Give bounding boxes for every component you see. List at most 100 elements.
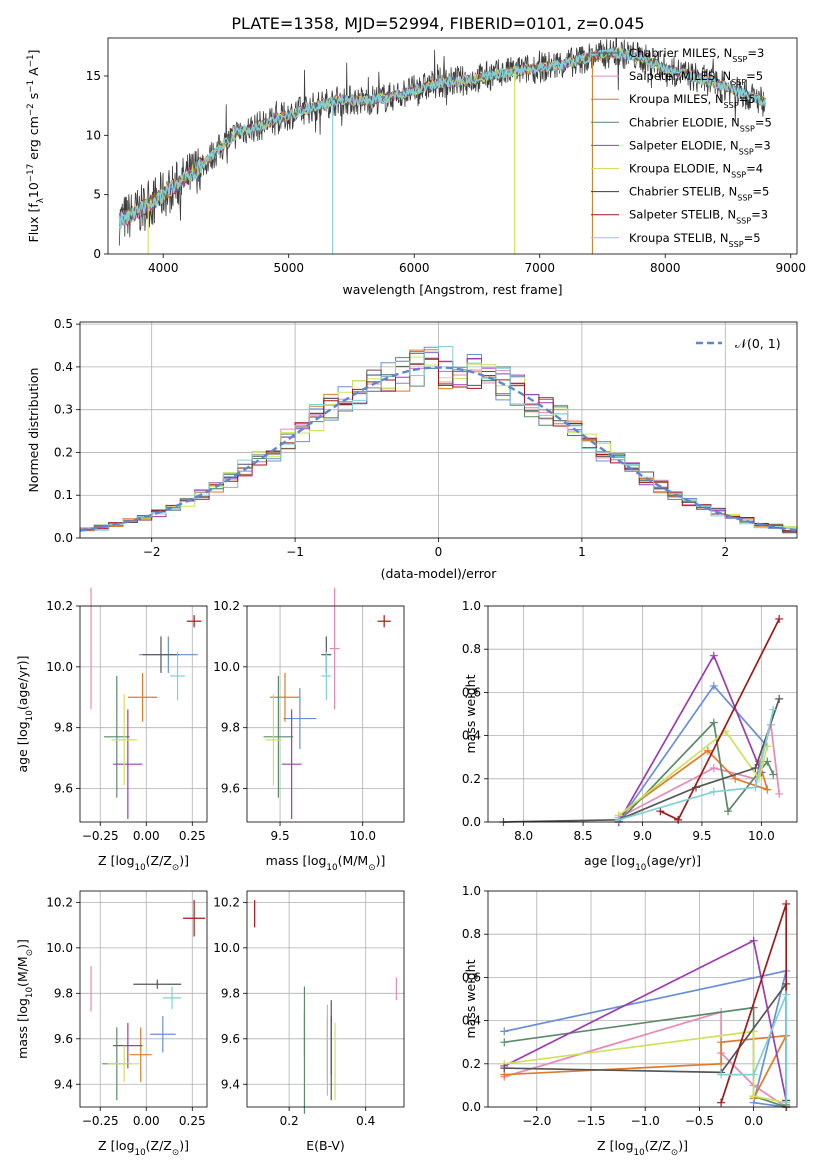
spectrum-xtick-label-0: 4000 bbox=[148, 261, 179, 275]
massweight-vs-age-marker-8-3 bbox=[769, 705, 778, 714]
massweight-vs-Z-marker-8-2 bbox=[782, 990, 791, 999]
spectrum-ylabel: Flux [fλ10−17 erg cm−2 s−1 A−1] bbox=[26, 50, 46, 243]
massweight-vs-Z-xtick-label-2: −1.0 bbox=[631, 1114, 660, 1128]
massweight-vs-age-marker-7-2 bbox=[775, 614, 784, 623]
age-vs-Z-point-5 bbox=[111, 694, 138, 786]
massweight-vs-age-xtick-label-1: 8.5 bbox=[574, 829, 593, 843]
mass-vs-Z-xlabel: Z [log10(Z/Z⊙)] bbox=[98, 1138, 189, 1158]
massweight-vs-Z-ytick-label-4: 0.8 bbox=[462, 927, 481, 941]
mass-vs-Z-point-7 bbox=[183, 900, 206, 937]
massweight-vs-age-marker-0-1 bbox=[709, 681, 718, 690]
massweight-vs-age-series-8 bbox=[618, 709, 775, 821]
residual-histogram-ytick-label-0: 0.0 bbox=[54, 531, 73, 545]
massweight-vs-age-series-5 bbox=[618, 730, 769, 817]
massweight-vs-age-marker-4-1 bbox=[709, 651, 718, 660]
age-vs-mass-ytick-label-3: 10.2 bbox=[213, 599, 240, 613]
massweight-vs-age-marker-6-4 bbox=[775, 694, 784, 703]
massweight-vs-Z-marker-8-1 bbox=[749, 1070, 758, 1079]
massweight-vs-age-ytick-label-3: 0.6 bbox=[462, 685, 481, 699]
mass-vs-ebv-ytick-label-0: 9.4 bbox=[221, 1077, 240, 1091]
spectrum-line-5 bbox=[118, 47, 766, 227]
massweight-vs-Z-marker-8-3 bbox=[782, 1098, 791, 1107]
massweight-vs-Z-xlabel: Z [log10(Z/Z⊙)] bbox=[597, 1138, 688, 1158]
mass-vs-Z-ytick-label-0: 9.4 bbox=[54, 1077, 73, 1091]
age-vs-mass-ytick-label-1: 9.8 bbox=[221, 721, 240, 735]
residual-histogram-ytick-label-1: 0.1 bbox=[54, 488, 73, 502]
age-vs-mass-ytick-label-2: 10.0 bbox=[213, 660, 240, 674]
mass-vs-ebv-frame bbox=[246, 890, 405, 1108]
massweight-vs-age-marker-8-1 bbox=[709, 787, 718, 796]
mass-vs-ebv-ytick-label-1: 9.6 bbox=[221, 1032, 240, 1046]
age-vs-mass-xtick-label-0: 9.5 bbox=[271, 829, 290, 843]
massweight-vs-Z-marker-5-2 bbox=[749, 1092, 758, 1101]
massweight-vs-age-marker-2-1 bbox=[703, 746, 712, 755]
massweight-vs-Z-frame bbox=[487, 890, 798, 1108]
mass-vs-Z-ytick-label-4: 10.2 bbox=[46, 895, 73, 909]
mass-vs-Z-xtick-label-2: 0.25 bbox=[179, 1114, 206, 1128]
residual-histogram-ylabel: Normed distribution bbox=[26, 368, 41, 493]
mass-vs-Z-point-6 bbox=[133, 979, 182, 989]
mass-vs-ebv-xtick-label-0: 0.2 bbox=[280, 1114, 299, 1128]
massweight-vs-Z-xtick-label-1: −1.5 bbox=[576, 1114, 605, 1128]
age-vs-mass-point-0 bbox=[283, 688, 317, 749]
spectrum-xlabel: wavelength [Angstrom, rest frame] bbox=[342, 282, 562, 297]
mass-vs-Z-xtick-label-0: −0.25 bbox=[82, 1114, 119, 1128]
massweight-vs-age-marker-8-0 bbox=[614, 815, 623, 824]
massweight-vs-age-ylabel: mass weight bbox=[463, 674, 478, 753]
massweight-vs-Z-xtick-label-4: 0.0 bbox=[744, 1114, 763, 1128]
massweight-vs-age-ytick-label-1: 0.2 bbox=[462, 772, 481, 786]
age-vs-mass-xtick-label-1: 10.0 bbox=[349, 829, 376, 843]
age-vs-mass-frame bbox=[246, 605, 405, 823]
spectrum-ytick-label-2: 10 bbox=[86, 128, 101, 142]
mass-vs-Z-point-5 bbox=[107, 1045, 141, 1082]
legend-entry-2: Kroupa MILES, NSSP=5 bbox=[629, 92, 756, 110]
massweight-vs-age-ytick-label-0: 0.0 bbox=[462, 815, 481, 829]
massweight-vs-Z-marker-0-0 bbox=[500, 1027, 509, 1036]
age-vs-Z-point-4 bbox=[113, 709, 143, 819]
massweight-vs-Z-ytick-label-2: 0.4 bbox=[462, 1014, 481, 1028]
residual-histogram-ytick-label-3: 0.3 bbox=[54, 403, 73, 417]
massweight-vs-Z-marker-6-0 bbox=[500, 1064, 509, 1073]
age-vs-Z-point-6 bbox=[142, 636, 180, 673]
age-vs-mass-point-1 bbox=[329, 587, 340, 710]
residual-histogram-xtick-label-0: −2 bbox=[143, 545, 161, 559]
age-vs-Z-point-2 bbox=[127, 672, 158, 722]
massweight-vs-Z-ytick-label-0: 0.0 bbox=[462, 1100, 481, 1114]
massweight-vs-age-ytick-label-2: 0.4 bbox=[462, 729, 481, 743]
massweight-vs-Z-marker-3-0 bbox=[500, 1038, 509, 1047]
massweight-vs-Z-ytick-label-5: 1.0 bbox=[462, 884, 481, 898]
age-vs-Z-frame bbox=[79, 605, 208, 823]
spectrum-frame bbox=[107, 37, 798, 255]
mass-vs-ebv-ytick-label-3: 10.0 bbox=[213, 941, 240, 955]
spectrum-ytick-label-0: 0 bbox=[93, 247, 101, 261]
residual-histogram-xtick-label-2: 0 bbox=[435, 545, 443, 559]
mass-vs-Z-ytick-label-3: 10.0 bbox=[46, 941, 73, 955]
massweight-vs-age-marker-1-1 bbox=[709, 764, 718, 772]
spectrum-line-7 bbox=[118, 52, 592, 226]
massweight-vs-age-ytick-label-5: 1.0 bbox=[462, 599, 481, 613]
massweight-vs-age-xtick-label-2: 9.0 bbox=[633, 829, 652, 843]
age-vs-mass-point-5 bbox=[265, 694, 282, 786]
normal-curve bbox=[79, 366, 798, 532]
mass-vs-ebv-xlabel: E(B-V) bbox=[306, 1138, 345, 1153]
residual-histogram-xtick-label-4: 2 bbox=[721, 545, 729, 559]
figure-title: PLATE=1358, MJD=52994, FIBERID=0101, z=0… bbox=[231, 14, 644, 33]
age-vs-Z-ytick-label-2: 10.0 bbox=[46, 660, 73, 674]
age-vs-Z-ylabel: age [log10(age/yr)] bbox=[15, 655, 35, 772]
mass-vs-Z-point-8 bbox=[162, 986, 182, 1010]
residual-histogram-ytick-label-2: 0.2 bbox=[54, 445, 73, 459]
age-vs-mass-point-7 bbox=[377, 615, 391, 628]
mass-vs-ebv-xtick-label-1: 0.4 bbox=[356, 1114, 375, 1128]
age-vs-Z-xlabel: Z [log10(Z/Z⊙)] bbox=[98, 853, 189, 873]
massweight-vs-Z-xtick-label-0: −2.0 bbox=[522, 1114, 551, 1128]
mass-vs-Z-frame bbox=[79, 890, 208, 1108]
mass-vs-Z-point-4 bbox=[113, 1022, 143, 1069]
massweight-vs-age-series-6 bbox=[503, 698, 781, 823]
mass-vs-ebv-ytick-label-4: 10.2 bbox=[213, 895, 240, 909]
massweight-vs-Z-xtick-label-3: −0.5 bbox=[685, 1114, 714, 1128]
spectrum-ytick-label-3: 15 bbox=[86, 69, 101, 83]
massweight-vs-age-xtick-label-0: 8.0 bbox=[514, 829, 533, 843]
age-vs-mass-point-3 bbox=[263, 675, 294, 798]
age-vs-Z-ytick-label-0: 9.6 bbox=[54, 782, 73, 796]
massweight-vs-Z-series-5 bbox=[504, 1030, 787, 1104]
